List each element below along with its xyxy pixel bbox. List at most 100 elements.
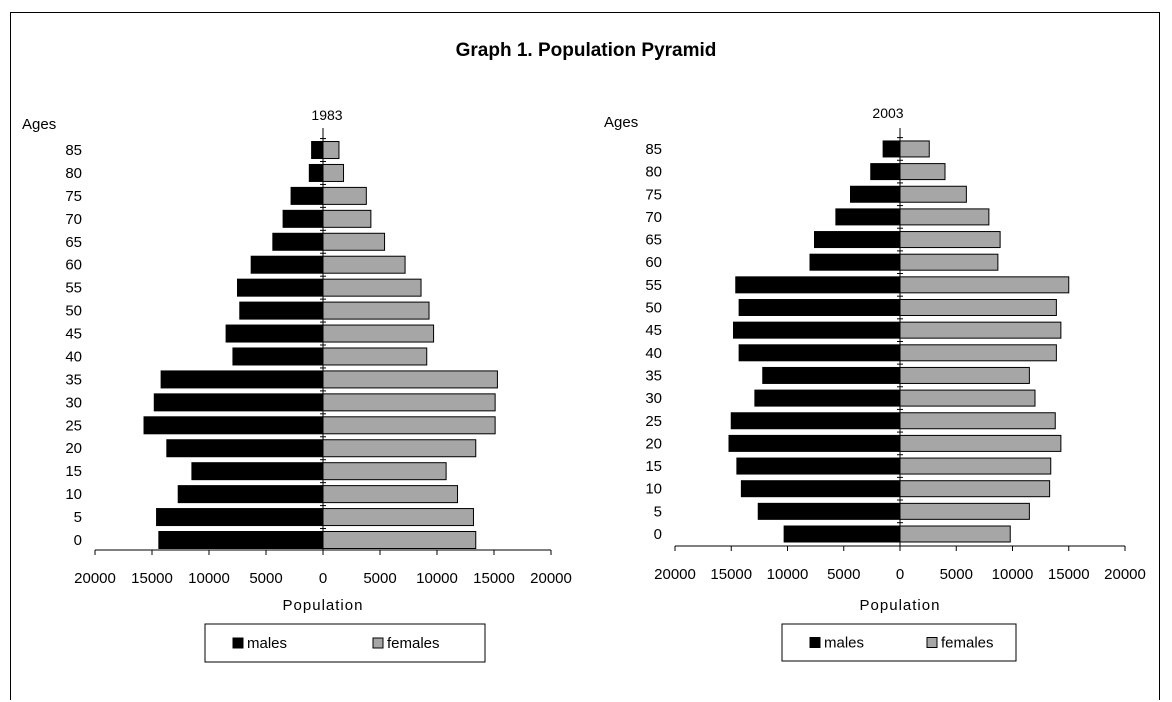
chart-2003-legend-swatch-females (926, 637, 938, 648)
chart-1983-age-label-20: 20 (65, 440, 82, 457)
chart-1983-bar-males-20 (166, 439, 324, 458)
chart-1983-bar-males-45 (225, 324, 324, 343)
chart-2003-age-label-80: 80 (645, 164, 662, 181)
chart-2003-age-label-45: 45 (645, 322, 662, 339)
chart-2003-age-label-50: 50 (645, 300, 662, 317)
chart-2003-bar-males-10 (740, 480, 901, 498)
chart-1983-bar-males-70 (282, 209, 324, 228)
chart-1983-bar-males-55 (237, 278, 324, 297)
chart-2003-age-label-75: 75 (645, 186, 662, 203)
chart-1983-bar-males-35 (160, 370, 324, 389)
chart-1983-bar-females-10 (322, 485, 459, 504)
chart-1983-age-label-80: 80 (65, 165, 82, 182)
chart-2003-bar-females-70 (899, 208, 990, 226)
chart-2003-bar-females-5 (899, 502, 1030, 520)
chart-2003-bar-males-75 (850, 185, 901, 203)
chart-1983-legend-label-males: males (247, 635, 287, 652)
chart-1983-bar-females-5 (322, 508, 474, 527)
chart-1983-bar-males-25 (143, 416, 324, 435)
chart-2003-age-label-10: 10 (645, 481, 662, 498)
chart-1983-age-label-50: 50 (65, 303, 82, 320)
chart-1983-bar-males-40 (232, 347, 324, 366)
chart-2003-x-tick-label-6: 10000 (992, 566, 1034, 583)
chart-2003-bar-males-0 (783, 525, 901, 543)
figure-title: Graph 1. Population Pyramid (455, 40, 717, 61)
chart-2003-bar-males-35 (762, 366, 901, 384)
chart-2003-legend-label-females: females (941, 635, 994, 652)
chart-2003-xlabel: Population (860, 597, 941, 614)
chart-2003-legend-swatch-males (809, 637, 821, 648)
chart-2003-x-tick-label-5: 5000 (940, 566, 973, 583)
chart-2003-bar-females-35 (899, 366, 1030, 384)
chart-2003-bar-males-85 (882, 140, 901, 158)
chart-1983-age-label-85: 85 (65, 142, 82, 159)
chart-2003-bar-males-20 (728, 434, 901, 452)
chart-1983-age-label-75: 75 (65, 188, 82, 205)
chart-1983-bar-males-0 (158, 531, 324, 549)
chart-2003-x-tick-label-4: 0 (896, 566, 904, 583)
chart-2003-age-label-20: 20 (645, 435, 662, 452)
chart-2003-age-label-5: 5 (654, 503, 662, 520)
chart-2003-bar-females-40 (899, 344, 1057, 362)
chart-1983-bar-females-35 (322, 370, 498, 389)
chart-1983-bar-females-65 (322, 232, 386, 251)
chart-2003-legend-label-males: males (824, 635, 864, 652)
chart-1983-bar-females-20 (322, 439, 477, 458)
chart-1983-legend (204, 623, 486, 663)
chart-1983-bar-males-60 (250, 255, 324, 274)
chart-2003-age-label-30: 30 (645, 390, 662, 407)
chart-2003-age-label-70: 70 (645, 209, 662, 226)
chart-1983-bar-females-45 (322, 324, 435, 343)
chart-2003-bar-females-80 (899, 163, 946, 181)
chart-1983-age-label-30: 30 (65, 394, 82, 411)
chart-1983-bar-females-75 (322, 186, 367, 205)
chart-1983-age-label-5: 5 (74, 509, 82, 526)
chart-1983-bar-females-60 (322, 255, 406, 274)
chart-1983-ylabel: Ages (22, 116, 56, 133)
chart-1983-x-tick-label-6: 10000 (416, 570, 458, 587)
chart-1983-age-label-60: 60 (65, 257, 82, 274)
chart-2003-bar-females-45 (899, 321, 1062, 339)
chart-frame (10, 12, 1160, 700)
chart-2003-age-label-15: 15 (645, 458, 662, 475)
chart-1983-bar-females-0 (322, 531, 477, 549)
chart-2003-bar-males-40 (738, 344, 901, 362)
chart-1983-legend-label-females: females (387, 635, 440, 652)
chart-1983-age-label-70: 70 (65, 211, 82, 228)
chart-2003-bar-males-55 (735, 276, 901, 294)
chart-2003-bar-males-65 (814, 231, 901, 249)
chart-2003-x-tick-label-1: 15000 (710, 566, 752, 583)
chart-1983-age-label-55: 55 (65, 280, 82, 297)
chart-1983-age-label-10: 10 (65, 486, 82, 503)
chart-1983-bar-females-40 (322, 347, 428, 366)
chart-2003-bar-females-30 (899, 389, 1036, 407)
chart-2003-bar-females-15 (899, 457, 1052, 475)
chart-2003-bar-females-50 (899, 299, 1057, 316)
chart-1983-x-tick-label-7: 15000 (473, 570, 515, 587)
chart-1983-x-tick-label-1: 15000 (131, 570, 173, 587)
chart-1983-bar-males-65 (272, 232, 324, 251)
chart-2003-bar-males-5 (757, 502, 901, 520)
chart-2003-bar-females-10 (899, 480, 1051, 498)
chart-2003-legend (781, 623, 1017, 662)
chart-1983-age-label-25: 25 (65, 417, 82, 434)
chart-2003-bar-females-0 (899, 525, 1011, 543)
chart-1983-bar-males-75 (290, 186, 324, 205)
chart-1983-legend-swatch-females (372, 637, 384, 649)
chart-1983-bar-females-85 (322, 141, 340, 160)
chart-2003-bar-males-45 (733, 321, 901, 339)
chart-1983-x-tick-label-5: 5000 (363, 570, 396, 587)
chart-2003-bar-females-75 (899, 185, 967, 203)
chart-1983-bar-males-85 (311, 141, 324, 160)
chart-1983-bar-males-80 (308, 163, 324, 182)
chart-2003-bar-males-25 (730, 412, 901, 430)
chart-1983-age-label-15: 15 (65, 463, 82, 480)
chart-2003-title: 2003 (872, 105, 903, 121)
chart-1983-bar-males-5 (156, 508, 324, 527)
chart-1983-bar-males-30 (153, 393, 324, 412)
chart-1983-xlabel: Population (283, 597, 364, 614)
chart-1983-x-tick-label-3: 5000 (249, 570, 282, 587)
chart-2003-x-tick-label-0: 20000 (654, 566, 696, 583)
chart-1983-bar-females-25 (322, 416, 496, 435)
